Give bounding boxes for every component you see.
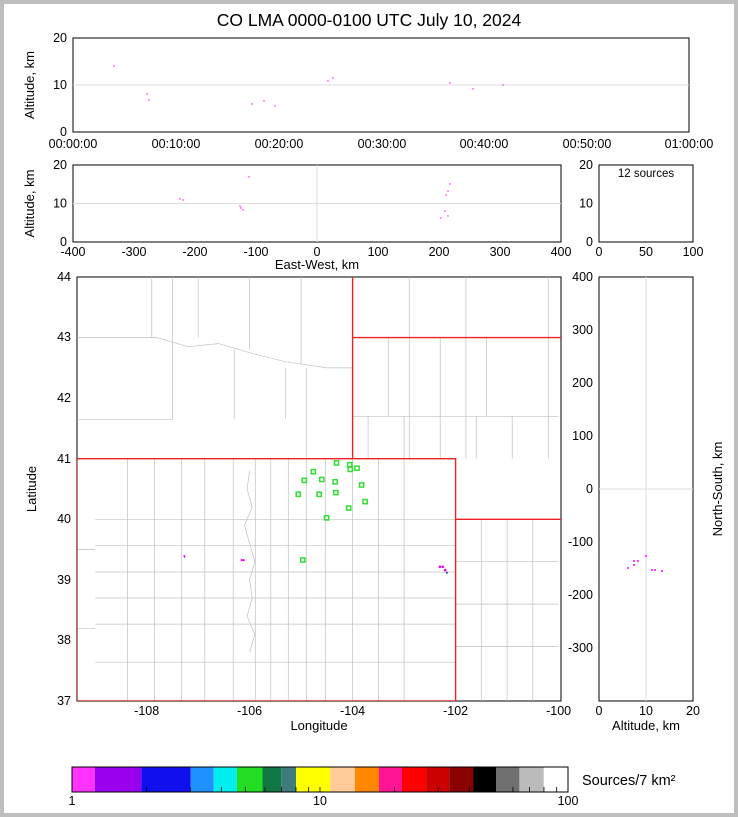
- svg-text:Altitude, km: Altitude, km: [22, 51, 37, 119]
- svg-text:00:40:00: 00:40:00: [460, 137, 509, 151]
- svg-text:-100: -100: [546, 704, 571, 718]
- svg-text:100: 100: [572, 429, 593, 443]
- svg-text:0: 0: [586, 235, 593, 249]
- svg-text:20: 20: [686, 704, 700, 718]
- svg-text:CO LMA 0000-0100 UTC July 10,: CO LMA 0000-0100 UTC July 10, 2024: [217, 10, 522, 30]
- svg-text:-400: -400: [60, 245, 85, 259]
- svg-text:-300: -300: [121, 245, 146, 259]
- svg-text:Latitude: Latitude: [24, 466, 39, 512]
- svg-text:10: 10: [53, 78, 67, 92]
- svg-text:North-South, km: North-South, km: [710, 442, 725, 537]
- svg-text:100: 100: [368, 245, 389, 259]
- svg-text:38: 38: [57, 633, 71, 647]
- svg-text:20: 20: [53, 31, 67, 45]
- svg-text:12 sources: 12 sources: [618, 168, 675, 180]
- svg-text:Altitude, km: Altitude, km: [612, 718, 680, 733]
- svg-text:00:10:00: 00:10:00: [152, 137, 201, 151]
- svg-text:10: 10: [313, 794, 327, 808]
- svg-text:300: 300: [490, 245, 511, 259]
- svg-text:1: 1: [69, 794, 76, 808]
- svg-text:20: 20: [53, 158, 67, 172]
- svg-text:-108: -108: [134, 704, 159, 718]
- svg-text:400: 400: [551, 245, 572, 259]
- svg-text:Sources/7 km²: Sources/7 km²: [582, 773, 676, 789]
- svg-text:0: 0: [586, 482, 593, 496]
- svg-text:00:00:00: 00:00:00: [49, 137, 98, 151]
- svg-text:00:20:00: 00:20:00: [255, 137, 304, 151]
- svg-text:200: 200: [429, 245, 450, 259]
- svg-text:0: 0: [596, 704, 603, 718]
- svg-text:-102: -102: [443, 704, 468, 718]
- svg-text:39: 39: [57, 573, 71, 587]
- svg-text:00:50:00: 00:50:00: [563, 137, 612, 151]
- svg-text:Altitude, km: Altitude, km: [22, 170, 37, 238]
- svg-text:0: 0: [596, 245, 603, 259]
- svg-text:300: 300: [572, 323, 593, 337]
- svg-text:10: 10: [53, 197, 67, 211]
- svg-text:200: 200: [572, 376, 593, 390]
- svg-text:-300: -300: [568, 641, 593, 655]
- svg-text:-100: -100: [568, 535, 593, 549]
- svg-text:40: 40: [57, 512, 71, 526]
- svg-text:10: 10: [579, 197, 593, 211]
- svg-text:100: 100: [683, 245, 704, 259]
- svg-text:-104: -104: [340, 704, 365, 718]
- svg-text:400: 400: [572, 270, 593, 284]
- svg-text:44: 44: [57, 270, 71, 284]
- svg-text:Longitude: Longitude: [290, 718, 347, 733]
- svg-text:100: 100: [558, 794, 579, 808]
- svg-text:50: 50: [639, 245, 653, 259]
- svg-text:43: 43: [57, 330, 71, 344]
- svg-text:00:30:00: 00:30:00: [358, 137, 407, 151]
- svg-text:-200: -200: [182, 245, 207, 259]
- svg-text:-100: -100: [243, 245, 268, 259]
- svg-text:-200: -200: [568, 588, 593, 602]
- svg-text:01:00:00: 01:00:00: [665, 137, 714, 151]
- svg-text:10: 10: [639, 704, 653, 718]
- svg-text:East-West, km: East-West, km: [275, 257, 359, 272]
- svg-text:42: 42: [57, 391, 71, 405]
- svg-text:41: 41: [57, 452, 71, 466]
- svg-text:37: 37: [57, 694, 71, 708]
- svg-text:20: 20: [579, 158, 593, 172]
- svg-text:-106: -106: [237, 704, 262, 718]
